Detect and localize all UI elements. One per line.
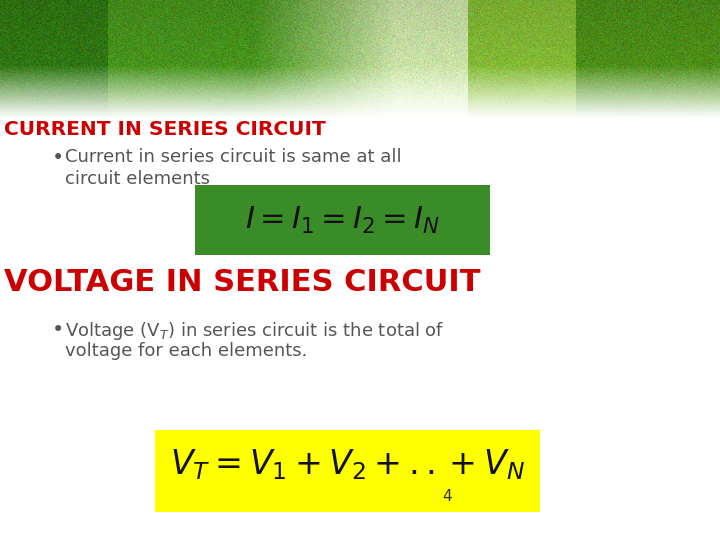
Text: 4: 4: [443, 489, 452, 504]
Text: Current in series circuit is same at all: Current in series circuit is same at all: [65, 148, 402, 166]
Text: Voltage (V$_T$) in series circuit is the total of: Voltage (V$_T$) in series circuit is the…: [65, 320, 444, 342]
Text: circuit elements: circuit elements: [65, 170, 210, 188]
Text: •: •: [52, 320, 64, 340]
Text: VOLTAGE IN SERIES CIRCUIT: VOLTAGE IN SERIES CIRCUIT: [4, 268, 480, 297]
Text: voltage for each elements.: voltage for each elements.: [65, 342, 307, 360]
Text: $V_T = V_1 + V_2 + .. + V_N$: $V_T = V_1 + V_2 + .. + V_N$: [170, 448, 525, 482]
Bar: [0, 118, 720, 540]
Text: •: •: [52, 148, 64, 168]
Text: CURRENT IN SERIES CIRCUIT: CURRENT IN SERIES CIRCUIT: [4, 120, 325, 139]
Bar: [195, 185, 490, 255]
Bar: [155, 430, 540, 512]
Text: $I = I_1 = I_2 = I_N$: $I = I_1 = I_2 = I_N$: [246, 205, 440, 235]
